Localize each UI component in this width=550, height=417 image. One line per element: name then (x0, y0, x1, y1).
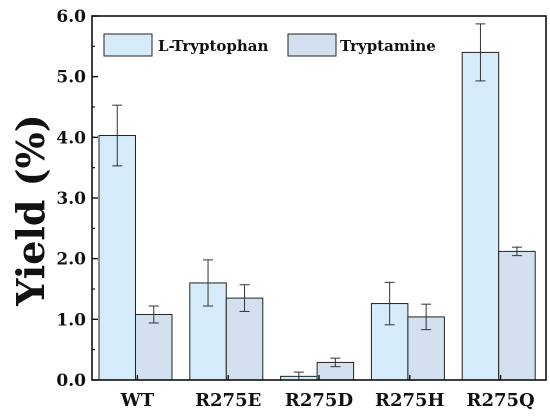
bar-series2-4 (498, 250, 536, 381)
y-tick-label: 5.0 (56, 68, 86, 88)
x-tick-label: R275D (285, 390, 353, 411)
bar-series2-0 (135, 313, 173, 381)
legend-label-0: L-Tryptophan (158, 37, 269, 55)
legend-label-1: Tryptamine (340, 37, 436, 55)
y-tick-label: 4.0 (56, 128, 86, 148)
x-tick-label: R275E (195, 390, 261, 411)
legend: L-Tryptophan Tryptamine (103, 33, 436, 57)
bar-series1-0 (98, 135, 136, 381)
y-axis-title: Yield (%) (8, 114, 53, 306)
x-tick-label: WT (120, 390, 155, 411)
y-tick-label: 1.0 (56, 310, 86, 330)
y-tick-label: 0.0 (56, 371, 86, 391)
x-tick-label: R275Q (466, 390, 534, 411)
y-tick-label: 3.0 (56, 189, 86, 209)
legend-swatch-0 (103, 33, 153, 57)
y-tick-label: 2.0 (56, 250, 86, 270)
bar-series1-4 (461, 51, 500, 381)
y-tick-label: 6.0 (56, 7, 86, 27)
legend-swatch-1 (287, 33, 337, 57)
plot-area: 0.0 1.0 2.0 3.0 4.0 5.0 6.0 WT R275E R275D R275H R2… (56, 7, 547, 411)
x-tick-label: R275H (375, 390, 445, 411)
